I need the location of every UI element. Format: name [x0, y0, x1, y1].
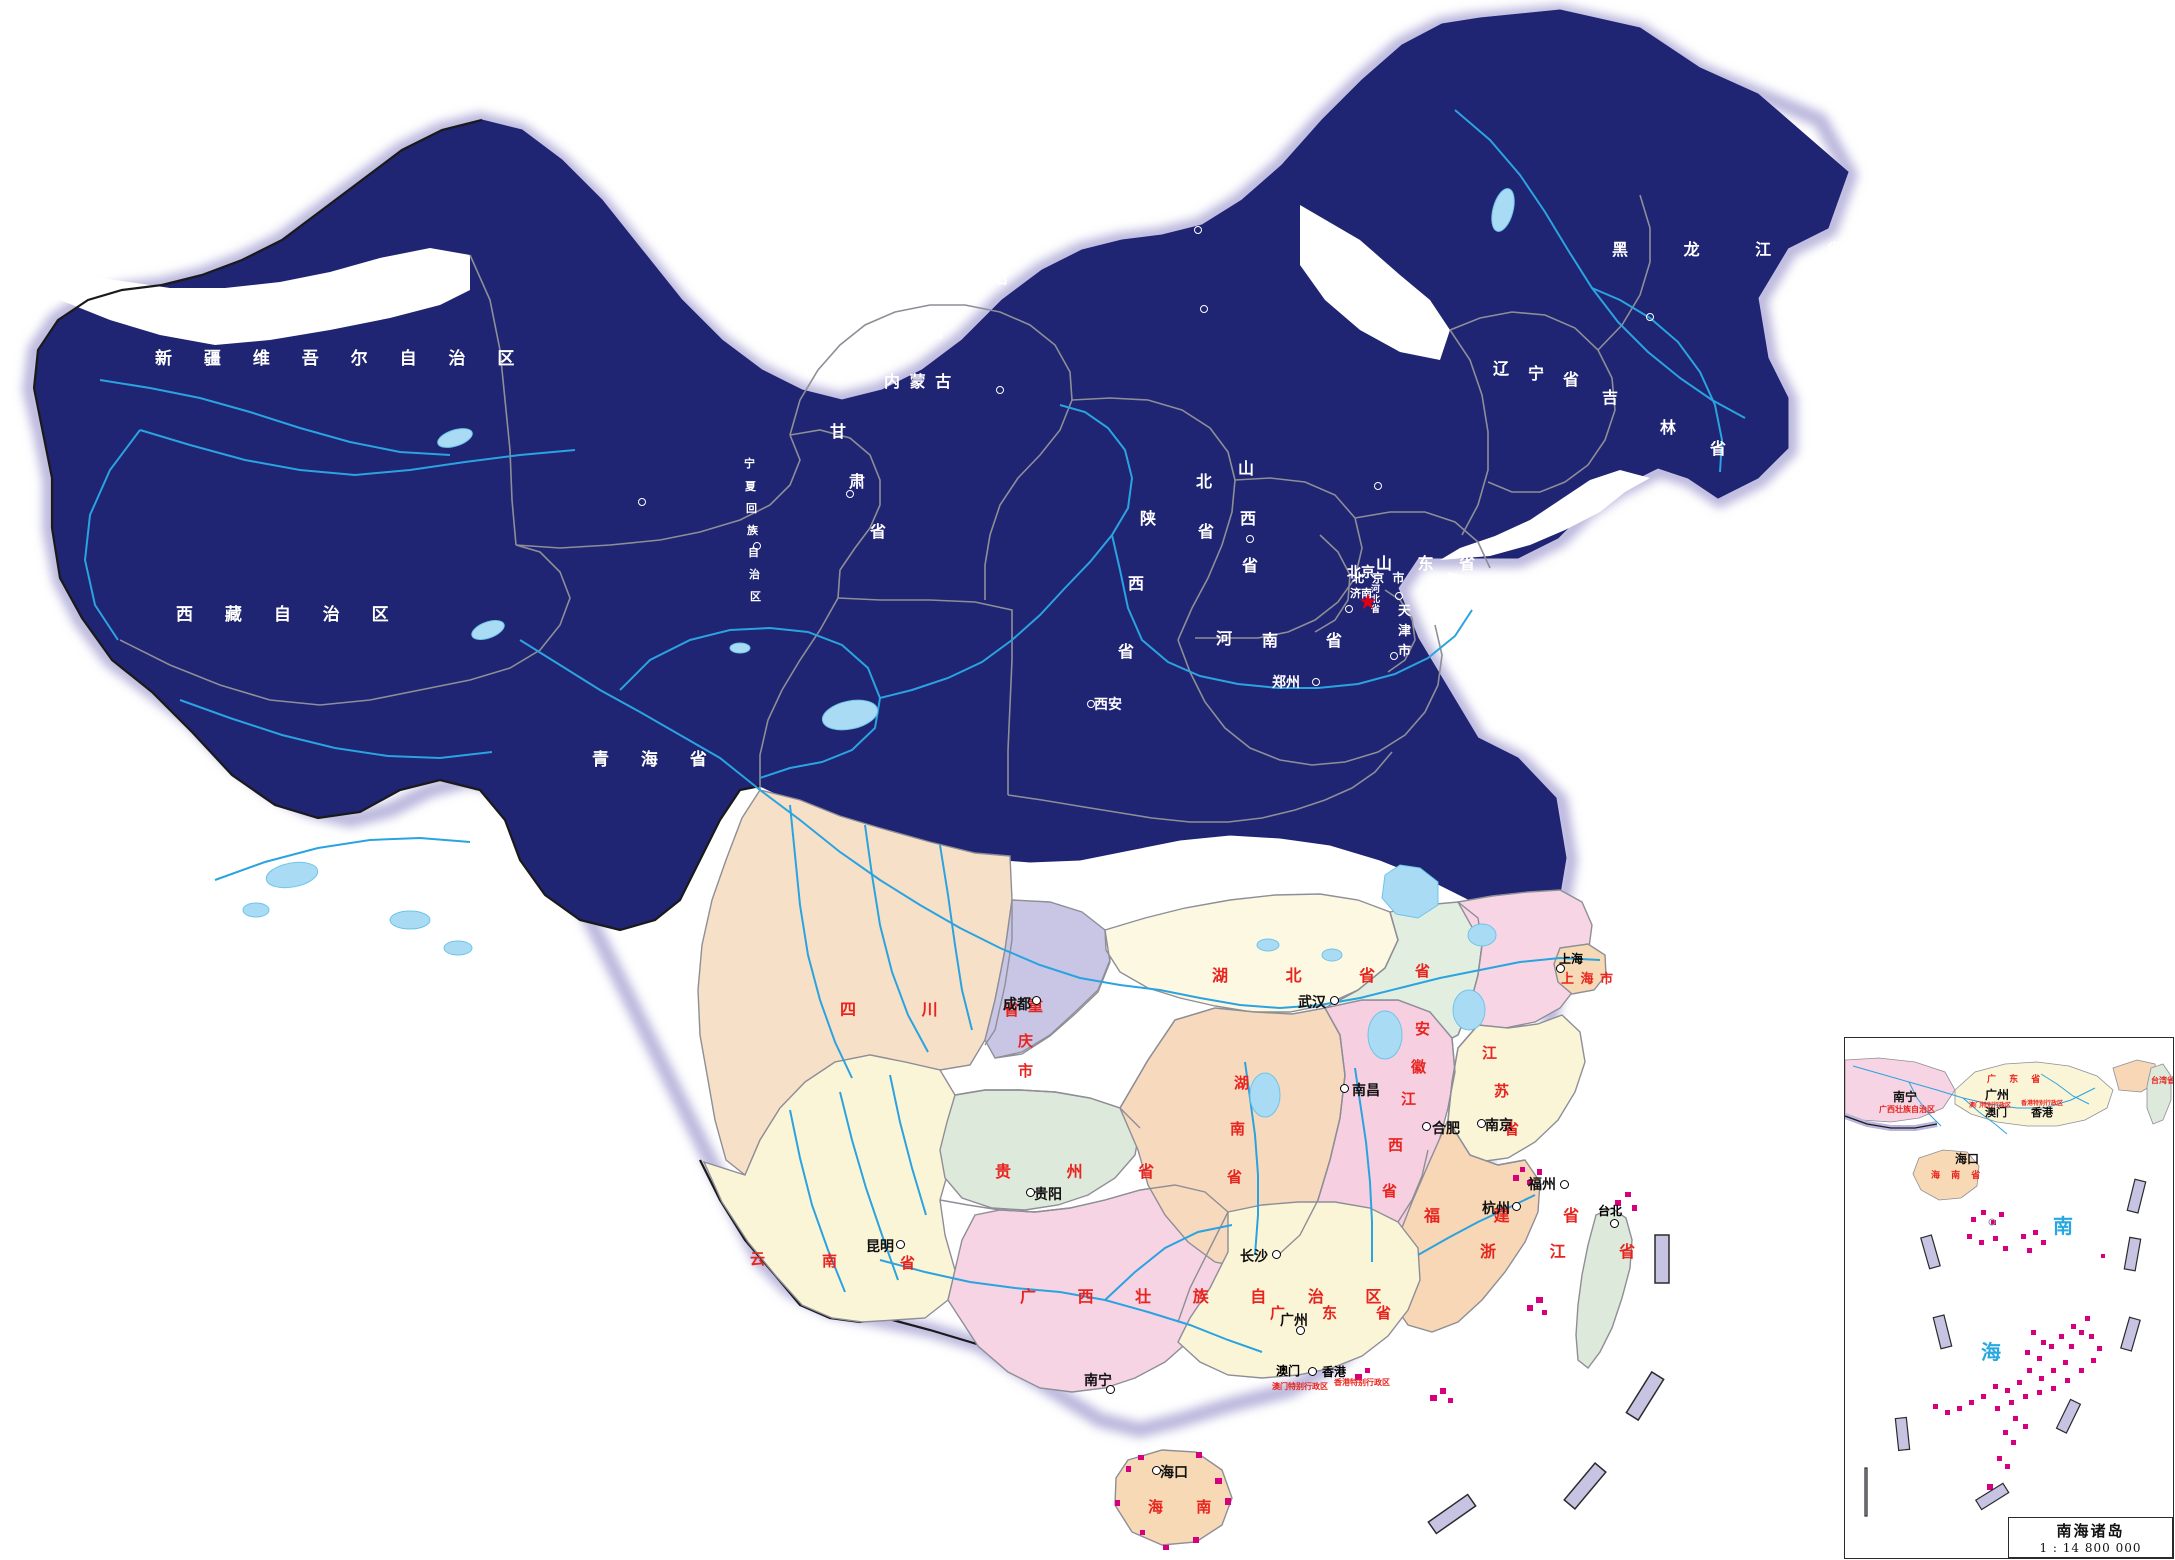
city-dot-chengdu [1032, 996, 1041, 1005]
city-dot-hohhot [996, 386, 1004, 394]
city-dot-shenyang [1194, 226, 1202, 234]
inset-canvas [1845, 1038, 2173, 1558]
city-dot-changchun [1200, 305, 1208, 313]
city-dot-hefei [1422, 1122, 1431, 1131]
city-dot-wuhan [1330, 996, 1339, 1005]
city-dot-jinan [1395, 592, 1403, 600]
highlighted-northern-western-provinces [0, 9, 1849, 931]
city-dot-changsha [1272, 1250, 1281, 1259]
national-boundary [32, 118, 1059, 1391]
southern-province-borders [939, 900, 1526, 1323]
province-borders [119, 194, 1651, 823]
rivers [83, 109, 1746, 1353]
inset-scale-text: 1 : 14 800 000 [2039, 1541, 2142, 1555]
city-dot-xian [1087, 700, 1095, 708]
city-dot-yinchuan [753, 542, 761, 550]
city-dot-shijiazhuang [1374, 482, 1382, 490]
city-dot-fuzhou [1560, 1180, 1569, 1189]
city-dot-xining [638, 498, 646, 506]
city-dot-shanghai [1556, 964, 1565, 973]
southern-provinces [697, 789, 1633, 1546]
city-dot-haikou [1152, 1466, 1161, 1475]
lakes [242, 188, 1570, 1118]
inset-map-south-china-sea[interactable]: 南 海 南宁 广西壮族自治区 广 东 省 广州 澳门 香港 海口 海 南 省 台… [1844, 1037, 2174, 1559]
city-dot-harbin [1646, 313, 1654, 321]
maritime-boundary-ticks [1427, 1234, 1670, 1535]
city-dot-hangzhou [1512, 1202, 1521, 1211]
city-dot-urumqi [357, 268, 365, 276]
island-markers [1115, 1167, 1637, 1550]
inset-title-box: 南海诸岛 1 : 14 800 000 [2008, 1517, 2173, 1558]
city-dot-nanning [1106, 1385, 1115, 1394]
city-dot-nanjing [1477, 1119, 1486, 1128]
city-dot-beijing [1345, 605, 1353, 613]
city-dot-tianjin [1390, 652, 1398, 660]
city-dot-nanchang [1340, 1084, 1349, 1093]
capital-star-beijing: ★ [1358, 590, 1378, 615]
city-dot-taiyuan [1246, 535, 1254, 543]
city-dot-lanzhou [846, 490, 854, 498]
inset-title-text: 南海诸岛 [2056, 1522, 2125, 1540]
city-dot-guangzhou [1296, 1326, 1305, 1335]
city-dot-zhengzhou [1312, 678, 1320, 686]
city-dot-kunming [896, 1240, 905, 1249]
city-dot-macau [1308, 1367, 1317, 1376]
city-dot-guiyang [1026, 1188, 1035, 1197]
city-dot-taipei [1610, 1219, 1619, 1228]
